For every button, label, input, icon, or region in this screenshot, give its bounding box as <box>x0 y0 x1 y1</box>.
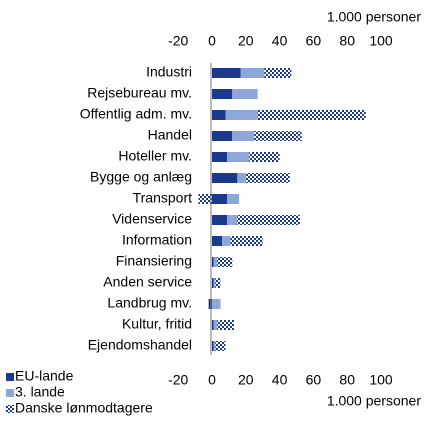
category-label: Anden service <box>103 274 192 290</box>
bar-segment <box>212 131 233 141</box>
bar-segment <box>212 299 221 309</box>
bar-segment <box>227 194 240 204</box>
category-label: Bygge og anlæg <box>90 169 192 185</box>
category-label: Handel <box>148 127 192 143</box>
bar-segment <box>217 320 234 330</box>
x-tick-label-bottom: -20 <box>168 372 188 388</box>
legend-swatch <box>6 405 14 413</box>
bar-segment <box>230 236 263 246</box>
category-label: Kultur, fritid <box>122 316 192 332</box>
bar-segment <box>215 341 226 351</box>
bar-segment <box>249 152 280 162</box>
legend-label: EU-lande <box>15 368 74 384</box>
x-tick-label-bottom: 20 <box>238 372 254 388</box>
bar-segment <box>212 257 214 267</box>
category-label: Ejendomshandel <box>88 337 192 353</box>
x-tick-label-bottom: 40 <box>272 372 288 388</box>
bar-segment <box>212 152 228 162</box>
bar-segment <box>254 131 302 141</box>
bar-segment <box>232 89 258 99</box>
x-tick-label-bottom: 60 <box>306 372 322 388</box>
bar-segment <box>198 194 212 204</box>
bar-segment <box>240 68 265 78</box>
category-label: Information <box>122 232 192 248</box>
bar-segment <box>264 68 292 78</box>
category-label: Finansiering <box>116 253 192 269</box>
bar-segment <box>225 110 258 120</box>
x-tick-label-bottom: 100 <box>369 372 393 388</box>
category-label: Industri <box>146 64 192 80</box>
x-tick-label-top: 100 <box>369 33 393 49</box>
x-tick-label-top: -20 <box>168 33 188 49</box>
bar-segment <box>227 152 250 162</box>
x-tick-label-top: 60 <box>306 33 322 49</box>
bar-segment <box>212 89 233 99</box>
bar-segment <box>237 215 300 225</box>
bar-segment <box>212 278 214 288</box>
axis-label-bottom: 1.000 personer <box>327 393 422 409</box>
category-label: Offentlig adm. mv. <box>80 106 192 122</box>
category-label: Rejsebureau mv. <box>87 85 192 101</box>
axis-label-top: 1.000 personer <box>327 9 422 25</box>
legend-label: 3. lande <box>15 384 65 400</box>
bar-segment <box>212 236 223 246</box>
bar-segment <box>212 341 214 351</box>
bar-segment <box>212 320 214 330</box>
bar-segment <box>212 215 228 225</box>
bar-segment <box>208 299 212 309</box>
x-tick-label-top: 80 <box>339 33 355 49</box>
bar-segment <box>217 257 233 267</box>
bar-segment <box>245 173 290 183</box>
bar-segment <box>213 278 216 288</box>
x-tick-label-top: 40 <box>272 33 288 49</box>
x-tick-label-bottom: 80 <box>339 372 355 388</box>
category-label: Landbrug mv. <box>107 295 192 311</box>
bar-segment <box>257 110 366 120</box>
bar-segment <box>213 341 216 351</box>
bar-segment <box>213 320 218 330</box>
bar-segment <box>212 173 238 183</box>
x-tick-label-top: 0 <box>208 33 216 49</box>
bar-segment <box>213 257 218 267</box>
category-label: Transport <box>133 190 193 206</box>
bar-segment <box>215 278 221 288</box>
bar-segment <box>212 68 241 78</box>
bar-segment <box>212 194 228 204</box>
bar-segment <box>232 131 255 141</box>
bar-segment <box>222 236 231 246</box>
legend-swatch <box>6 389 14 397</box>
bar-segment <box>212 110 226 120</box>
x-tick-label-bottom: 0 <box>208 372 216 388</box>
category-label: Videnservice <box>112 211 192 227</box>
legend-swatch <box>6 373 14 381</box>
category-label: Hoteller mv. <box>118 148 192 164</box>
legend-label: Danske lønmodtagere <box>15 400 153 416</box>
x-tick-label-top: 20 <box>238 33 254 49</box>
bar-segment <box>227 215 238 225</box>
bar-segment <box>237 173 246 183</box>
